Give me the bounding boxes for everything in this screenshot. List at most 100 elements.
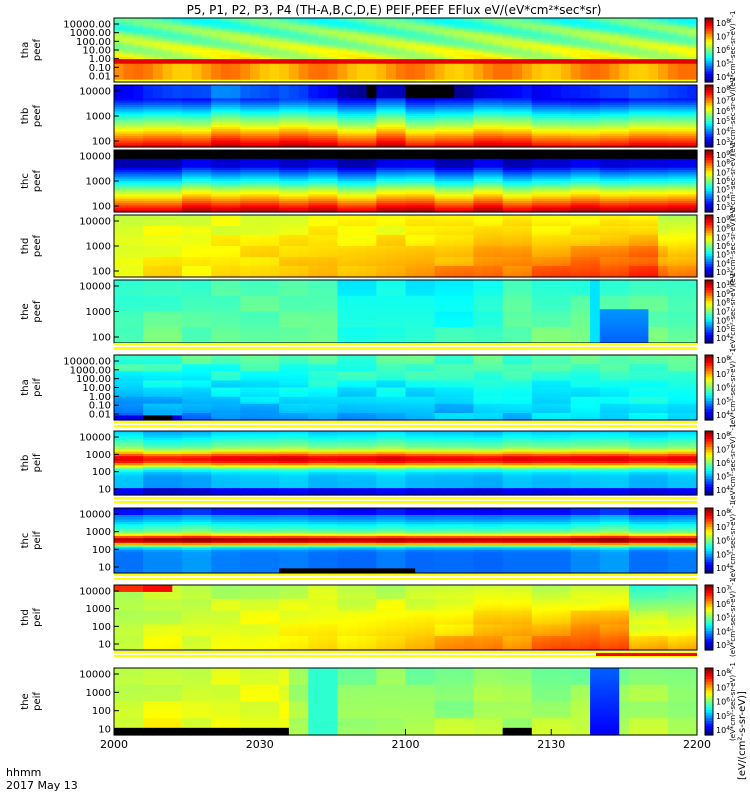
heat-cell xyxy=(143,61,154,65)
heat-cell xyxy=(395,54,407,58)
heat-cell xyxy=(405,150,416,153)
heat-cell xyxy=(298,111,309,115)
heat-cell xyxy=(463,61,475,65)
heat-cell xyxy=(560,200,572,204)
heat-cell xyxy=(512,172,523,175)
heat-cell xyxy=(570,34,581,37)
heat-cell xyxy=(356,165,368,169)
heat-cell xyxy=(182,142,193,146)
heat-cell xyxy=(114,196,125,200)
heat-cell xyxy=(619,129,630,133)
heat-cell xyxy=(259,194,271,198)
heat-cell xyxy=(522,111,533,115)
heat-cell xyxy=(658,18,669,21)
heat-cell xyxy=(152,47,164,51)
heat-cell xyxy=(250,118,261,122)
heat-cell xyxy=(434,72,445,76)
heat-cell xyxy=(667,98,679,102)
heat-cell xyxy=(318,70,329,74)
heat-cell xyxy=(308,124,319,128)
heat-cell xyxy=(580,189,591,193)
heat-cell xyxy=(133,200,144,204)
heat-cell xyxy=(356,150,368,153)
heat-cell xyxy=(638,135,650,139)
heat-cell xyxy=(560,158,572,162)
colorbar-swatch xyxy=(705,105,713,109)
heat-cell xyxy=(541,87,552,91)
heat-cell xyxy=(424,200,436,204)
heat-cell xyxy=(211,140,222,144)
heat-cell xyxy=(250,61,261,65)
heat-cell xyxy=(152,133,164,137)
heat-cell xyxy=(250,140,261,144)
heat-cell xyxy=(628,192,640,195)
heat-cell xyxy=(434,22,445,26)
heat-cell xyxy=(337,140,348,144)
heat-cell xyxy=(356,135,368,139)
heat-cell xyxy=(250,70,261,74)
heat-cell xyxy=(356,109,368,113)
heat-cell xyxy=(356,59,368,63)
heat-cell xyxy=(386,127,397,130)
heat-cell xyxy=(318,194,329,198)
heat-cell xyxy=(337,36,348,40)
heat-cell xyxy=(347,172,358,175)
heat-cell xyxy=(269,107,280,110)
heat-cell xyxy=(531,93,543,97)
heat-cell xyxy=(687,87,698,91)
heat-cell xyxy=(386,138,397,141)
heat-cell xyxy=(483,167,494,171)
heat-cell xyxy=(162,59,173,63)
heat-cell xyxy=(463,163,475,167)
heat-cell xyxy=(580,91,591,95)
heat-cell xyxy=(473,104,484,108)
heat-cell xyxy=(230,174,241,178)
heat-cell xyxy=(677,24,688,28)
heat-cell xyxy=(580,34,591,37)
heat-cell xyxy=(541,54,552,58)
heat-cell xyxy=(162,205,173,209)
heat-cell xyxy=(298,61,309,65)
heat-cell xyxy=(259,172,271,175)
heat-cell xyxy=(638,22,650,26)
heat-cell xyxy=(415,59,426,63)
heat-cell xyxy=(424,156,436,160)
heat-cell xyxy=(522,102,533,106)
heat-cell xyxy=(590,91,601,95)
heat-cell xyxy=(434,18,445,21)
heat-cell xyxy=(172,187,183,191)
heat-cell xyxy=(269,79,280,83)
heat-cell xyxy=(182,79,193,83)
heat-cell xyxy=(250,54,261,58)
heat-cell xyxy=(658,93,669,97)
heat-cell xyxy=(220,138,232,141)
colorbar-swatch xyxy=(705,47,713,51)
heat-cell xyxy=(143,107,154,110)
heat-cell xyxy=(250,152,261,156)
heat-cell xyxy=(162,135,173,139)
heat-cell xyxy=(337,135,348,139)
heat-cell xyxy=(162,31,173,35)
heat-cell xyxy=(628,24,640,28)
heat-cell xyxy=(687,127,698,130)
heat-cell xyxy=(327,109,339,113)
heat-cell xyxy=(201,122,212,126)
heat-cell xyxy=(599,24,611,28)
heat-cell xyxy=(230,72,241,76)
heat-cell xyxy=(580,200,591,204)
heat-cell xyxy=(133,43,144,47)
heat-cell xyxy=(152,91,164,95)
heat-cell xyxy=(114,127,125,130)
heat-cell xyxy=(599,22,611,26)
heat-cell xyxy=(366,144,377,148)
heat-cell xyxy=(638,176,650,180)
heat-cell xyxy=(172,124,183,128)
heat-cell xyxy=(366,34,377,37)
heat-cell xyxy=(172,34,183,37)
heat-cell xyxy=(133,194,144,198)
heat-cell xyxy=(201,118,212,122)
heat-cell xyxy=(250,24,261,28)
heat-cell xyxy=(648,91,659,95)
heat-cell xyxy=(143,150,154,153)
